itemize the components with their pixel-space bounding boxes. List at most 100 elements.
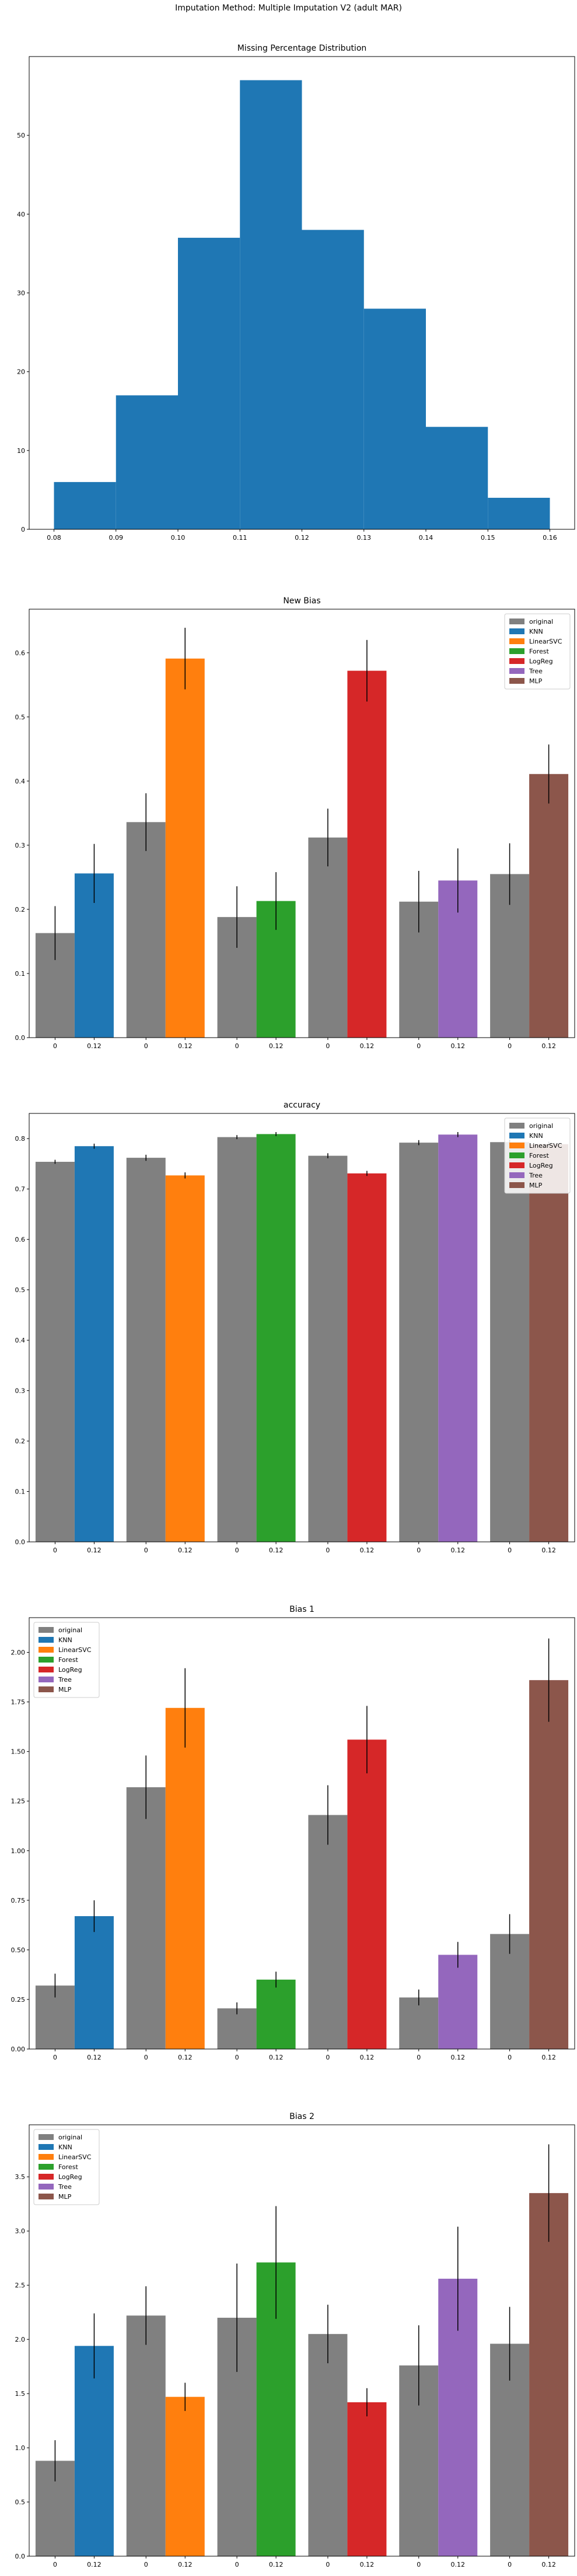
y-tick-label: 2.5	[15, 2282, 26, 2289]
x-tick-label: 0.10	[171, 534, 186, 542]
legend-swatch-linearsvc	[509, 638, 524, 644]
legend-label: KNN	[58, 2143, 72, 2151]
legend-swatch-original	[509, 1123, 524, 1129]
y-tick-label: 0.00	[11, 2046, 26, 2053]
x-tick-label: 0.12	[178, 1547, 193, 1554]
legend-label: original	[58, 1626, 82, 1634]
axes-frame	[29, 2124, 575, 2557]
chart-title: Missing Percentage Distribution	[237, 44, 367, 53]
bar-mlp	[529, 2193, 569, 2556]
y-tick-label: 0.5	[15, 2498, 26, 2506]
bar-mlp	[529, 1144, 569, 1542]
x-tick-label: 0.12	[178, 1042, 193, 1050]
x-tick-label: 0.12	[541, 2054, 556, 2061]
x-tick-label: 0.12	[541, 1547, 556, 1554]
x-tick-label: 0	[508, 2054, 512, 2061]
bar-knn	[74, 1146, 114, 1542]
histogram-bar	[363, 308, 426, 529]
bar-logreg	[347, 2402, 387, 2556]
bar-tree	[438, 1955, 478, 2049]
x-tick-label: 0.12	[451, 2054, 466, 2061]
legend-swatch-forest	[39, 2164, 54, 2170]
legend: original KNN LinearSVC Forest LogReg Tree MLP	[33, 1622, 100, 1698]
bar-original	[308, 1155, 348, 1542]
x-tick-label: 0.12	[451, 1547, 466, 1554]
legend-label: Forest	[58, 2163, 78, 2171]
bar-logreg	[347, 670, 387, 1038]
histogram-bar	[488, 497, 550, 529]
bar-mlp	[529, 774, 569, 1038]
legend-label: MLP	[529, 677, 543, 685]
x-tick-label: 0	[417, 1042, 421, 1050]
legend-swatch-tree	[509, 1172, 524, 1178]
legend: original KNN LinearSVC Forest LogReg Tree MLP	[33, 2129, 100, 2205]
legend-label: LinearSVC	[58, 2153, 92, 2161]
y-tick-label: 1.25	[11, 1798, 26, 1805]
x-tick-label: 0.12	[269, 1547, 284, 1554]
y-tick-label: 2.0	[15, 2336, 26, 2343]
x-tick-label: 0	[144, 1547, 148, 1554]
y-tick-label: 0.4	[15, 778, 26, 785]
y-tick-label: 3.5	[15, 2173, 26, 2181]
legend-label: LinearSVC	[58, 1646, 92, 1654]
bar-original	[35, 1162, 75, 1542]
x-tick-label: 0	[326, 1042, 330, 1050]
y-tick-label: 40	[17, 210, 25, 218]
legend-label: LogReg	[529, 658, 553, 665]
y-tick-label: 0.1	[15, 970, 26, 978]
legend-label: KNN	[529, 1132, 543, 1140]
bar-linearsvc	[165, 1175, 205, 1542]
x-tick-label: 0	[508, 1547, 512, 1554]
legend-swatch-mlp	[509, 678, 524, 684]
x-tick-label: 0.12	[87, 2561, 102, 2568]
y-tick-label: 0.2	[15, 906, 26, 913]
legend-label: original	[529, 618, 553, 625]
chart-title: Bias 2	[289, 2112, 314, 2121]
y-tick-label: 0.0	[15, 1538, 26, 1546]
bar-original	[126, 1158, 166, 1542]
legend-label: Forest	[58, 1656, 78, 1664]
legend: original KNN LinearSVC Forest LogReg Tree MLP	[504, 1117, 571, 1194]
x-tick-label: 0.12	[269, 1042, 284, 1050]
y-tick-label: 1.50	[11, 1748, 26, 1756]
bar-original	[399, 1997, 439, 2049]
legend-swatch-linearsvc	[509, 1143, 524, 1148]
y-tick-label: 0	[21, 526, 25, 533]
y-tick-label: 10	[17, 447, 25, 455]
legend-label: original	[529, 1122, 553, 1130]
x-tick-label: 0.09	[109, 534, 124, 542]
bar-knn	[74, 2346, 114, 2556]
legend-label: MLP	[529, 1182, 543, 1189]
legend-label: Forest	[529, 648, 549, 655]
legend-swatch-forest	[39, 1657, 54, 1663]
bar-original	[126, 2315, 166, 2556]
legend-swatch-forest	[509, 1152, 524, 1158]
y-tick-label: 0.7	[15, 1186, 26, 1193]
x-tick-label: 0.12	[295, 534, 309, 542]
legend-swatch-tree	[509, 668, 524, 674]
x-tick-label: 0.12	[541, 1042, 556, 1050]
axes-frame	[29, 1113, 575, 1542]
legend-label: LogReg	[58, 2173, 82, 2181]
legend-swatch-original	[509, 618, 524, 624]
legend-swatch-knn	[509, 1133, 524, 1138]
bar-linearsvc	[165, 658, 205, 1038]
legend-label: KNN	[58, 1636, 72, 1644]
y-tick-label: 2.00	[11, 1649, 26, 1657]
axes-frame	[29, 1617, 575, 2050]
axes-frame	[29, 56, 575, 530]
x-tick-label: 0.12	[87, 1547, 102, 1554]
bar-tree	[438, 1134, 478, 1542]
legend-label: Tree	[58, 1676, 72, 1684]
chart-title: accuracy	[284, 1101, 320, 1110]
bar-original	[126, 822, 166, 1038]
y-tick-label: 1.75	[11, 1699, 26, 1706]
bar-original	[217, 1137, 257, 1542]
x-tick-label: 0	[144, 2561, 148, 2568]
y-tick-label: 1.0	[15, 2444, 26, 2452]
y-tick-label: 50	[17, 132, 25, 139]
x-tick-label: 0	[326, 2054, 330, 2061]
x-tick-label: 0	[326, 2561, 330, 2568]
